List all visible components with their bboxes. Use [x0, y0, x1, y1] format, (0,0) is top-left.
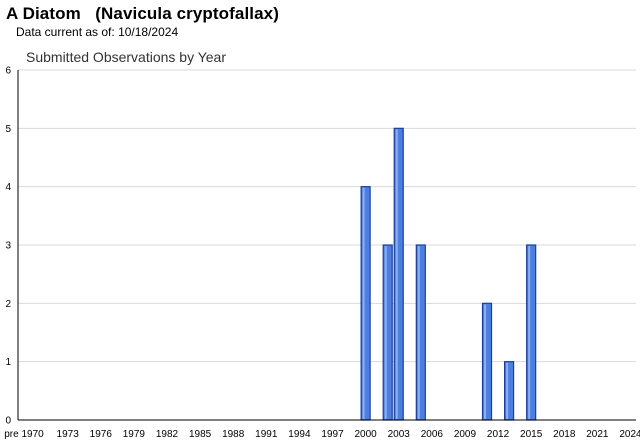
chart-gridlines — [18, 69, 636, 363]
x-axis: pre 1970 1973 1976 1979 1982 1985 1988 1991 1994… — [4, 70, 640, 440]
y-tick-label: 4 — [5, 182, 11, 193]
x-tick-label: 1994 — [288, 429, 311, 440]
x-tick-label: 2009 — [454, 429, 477, 440]
bar-highlight — [484, 304, 487, 419]
x-tick-label: 2018 — [553, 429, 576, 440]
bar-2005 — [415, 244, 426, 421]
chart-title: Submitted Observations by Year — [26, 49, 226, 65]
x-tick-label: 1979 — [123, 429, 146, 440]
x-tick-label: 1976 — [90, 429, 113, 440]
data-current-label: Data current as of: — [16, 25, 115, 39]
x-tick-label: 1988 — [222, 429, 245, 440]
x-tick-label: 1985 — [189, 429, 212, 440]
x-tick-label: 2021 — [586, 429, 609, 440]
x-tick-label: 2006 — [421, 429, 444, 440]
bar-highlight — [384, 246, 387, 419]
x-tick-label: 1982 — [156, 429, 179, 440]
data-current-line: Data current as of: 10/18/2024 — [16, 25, 178, 39]
chart-bars — [360, 127, 537, 421]
species-scientific-name: (Navicula cryptofallax) — [95, 4, 279, 23]
x-tick-label: pre 1970 — [4, 429, 44, 440]
y-axis: 0 1 2 3 4 5 6 — [5, 66, 11, 427]
bar-highlight — [528, 246, 531, 419]
y-tick-label: 3 — [5, 241, 11, 252]
x-tick-label: 2024 — [619, 429, 640, 440]
x-tick-label: 2012 — [487, 429, 510, 440]
bar-2011 — [481, 302, 493, 421]
bar-2015 — [526, 244, 537, 421]
page-title: A Diatom (Navicula cryptofallax) — [6, 4, 279, 24]
bar-highlight — [506, 362, 509, 419]
x-tick-label: 1997 — [321, 429, 344, 440]
y-tick-label: 6 — [5, 66, 11, 77]
y-tick-label: 1 — [5, 357, 11, 368]
x-tick-label: 1973 — [57, 429, 80, 440]
bar-highlight — [362, 187, 365, 419]
bar-2003 — [393, 127, 404, 421]
bar-2000 — [360, 186, 371, 421]
x-tick-label: 2015 — [520, 429, 543, 440]
bar-highlight — [417, 246, 420, 419]
y-tick-label: 5 — [5, 124, 11, 135]
bar-2002 — [382, 244, 393, 421]
x-tick-label: 2000 — [355, 429, 378, 440]
bar-2013 — [503, 361, 515, 421]
bar-highlight — [395, 129, 398, 420]
species-common-name: A Diatom — [6, 4, 81, 23]
data-current-date: 10/18/2024 — [118, 25, 179, 39]
x-tick-label: 2003 — [388, 429, 411, 440]
x-tick-label: 1991 — [255, 429, 278, 440]
y-tick-label: 0 — [5, 416, 11, 427]
y-tick-label: 2 — [5, 299, 11, 310]
